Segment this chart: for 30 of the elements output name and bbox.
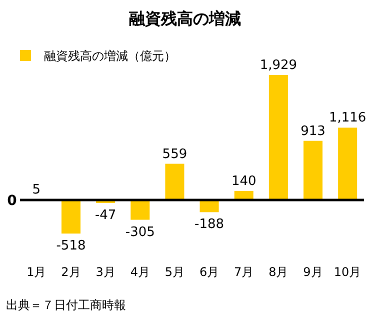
data-label: 140: [231, 174, 256, 189]
data-label: 559: [162, 146, 188, 162]
bar: [165, 164, 184, 200]
data-label: -518: [56, 238, 86, 254]
bar: [303, 140, 323, 200]
x-tick-label: 10月: [334, 265, 362, 279]
x-tick-label: 8月: [268, 265, 288, 279]
data-label: 913: [300, 124, 326, 139]
bar: [130, 200, 150, 220]
x-tick-label: 4月: [130, 265, 150, 279]
x-tick-label: 1月: [26, 265, 46, 279]
data-label: 5: [32, 182, 41, 198]
x-tick-label: 5月: [164, 265, 185, 279]
x-tick-label: 3月: [96, 265, 116, 279]
x-tick-label: 7月: [234, 265, 254, 279]
data-label: 1,929: [260, 58, 298, 73]
x-tick-label: 6月: [199, 265, 220, 279]
chart-title: 融資残高の増減: [129, 9, 241, 28]
bar: [338, 128, 358, 200]
data-label: -47: [94, 208, 116, 224]
data-label: 1,116: [328, 110, 366, 126]
x-tick-label: 2月: [61, 265, 81, 279]
legend-label: 融資残高の増減（億元）: [44, 49, 176, 63]
data-label: -305: [125, 224, 155, 240]
bar: [61, 200, 81, 234]
source-note: 出典＝７日付工商時報: [6, 298, 126, 312]
bar: [268, 75, 288, 200]
x-tick-label: 9月: [303, 265, 323, 279]
ref-line-label: 0: [7, 193, 18, 209]
data-label: -188: [194, 217, 224, 232]
